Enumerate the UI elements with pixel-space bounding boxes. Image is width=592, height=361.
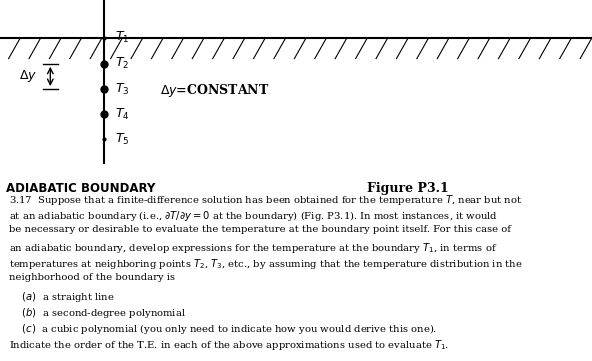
Text: be necessary or desirable to evaluate the temperature at the boundary point itse: be necessary or desirable to evaluate th… <box>9 225 511 234</box>
Text: $(b)$  a second-degree polynomial: $(b)$ a second-degree polynomial <box>9 306 186 320</box>
Text: $T_4$: $T_4$ <box>115 106 130 122</box>
Text: neighborhood of the boundary is: neighborhood of the boundary is <box>9 274 175 283</box>
Text: $(a)$  a straight line: $(a)$ a straight line <box>9 290 114 304</box>
Text: $T_5$: $T_5$ <box>115 132 130 147</box>
Text: $T_1$: $T_1$ <box>115 30 130 45</box>
Text: $T_2$: $T_2$ <box>115 56 130 71</box>
Text: $T_3$: $T_3$ <box>115 82 130 96</box>
Text: an adiabatic boundary, develop expressions for the temperature at the boundary $: an adiabatic boundary, develop expressio… <box>9 241 497 255</box>
Text: Indicate the order of the T.E. in each of the above approximations used to evalu: Indicate the order of the T.E. in each o… <box>9 338 449 352</box>
Text: $\Delta y$: $\Delta y$ <box>19 69 37 84</box>
Text: ADIABATIC BOUNDARY: ADIABATIC BOUNDARY <box>6 182 155 195</box>
Text: 3.17  Suppose that a finite-difference solution has been obtained for the temper: 3.17 Suppose that a finite-difference so… <box>9 193 522 207</box>
Text: $(c)$  a cubic polynomial (you only need to indicate how you would derive this o: $(c)$ a cubic polynomial (you only need … <box>9 322 437 336</box>
Text: $\Delta y$=CONSTANT: $\Delta y$=CONSTANT <box>160 82 269 99</box>
Text: Figure P3.1: Figure P3.1 <box>367 182 449 195</box>
Text: temperatures at neighboring points $T_2$, $T_3$, etc., by assuming that the temp: temperatures at neighboring points $T_2$… <box>9 257 522 271</box>
Text: at an adiabatic boundary (i.e., $\partial T/\partial y = 0$ at the boundary) (Fi: at an adiabatic boundary (i.e., $\partia… <box>9 209 498 223</box>
